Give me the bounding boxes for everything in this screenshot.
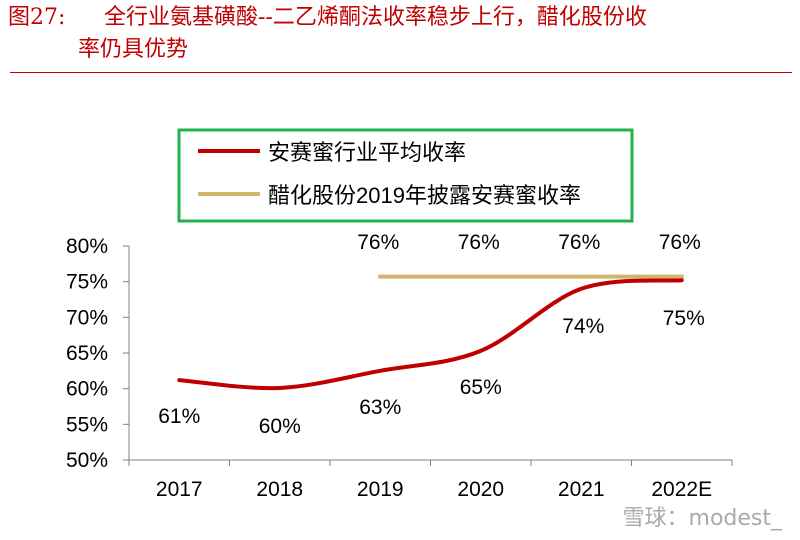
title-rule (10, 72, 792, 73)
y-tick-label: 70% (66, 306, 108, 329)
data-label-industry: 61% (158, 405, 200, 428)
y-tick-label: 75% (66, 271, 108, 294)
figure-title-line2: 率仍具优势 (78, 37, 189, 62)
legend-label-industry: 安赛蜜行业平均收率 (268, 140, 466, 165)
watermark: 雪球：modest_ (622, 506, 782, 531)
data-label-cuhua: 76% (558, 231, 600, 254)
data-label-industry: 74% (562, 315, 604, 338)
x-tick-label: 2019 (357, 478, 404, 501)
x-tick-label: 2020 (457, 478, 504, 501)
figure-title-line1: 图27: 全行业氨基磺酸--二乙烯酮法收率稳步上行，醋化股份收 (8, 2, 792, 34)
x-tick-label: 2017 (156, 478, 203, 501)
figure-title: 图27: 全行业氨基磺酸--二乙烯酮法收率稳步上行，醋化股份收 率仍具优势 (8, 2, 792, 66)
series-line-industry-average (177, 278, 684, 391)
legend-box (177, 128, 634, 223)
data-label-industry: 60% (259, 415, 301, 438)
y-tick-label: 80% (66, 235, 108, 258)
data-label-industry: 65% (460, 376, 502, 399)
data-label-cuhua: 76% (659, 231, 701, 254)
y-tick-label: 50% (66, 449, 108, 472)
figure-label: 图27: (8, 5, 66, 30)
figure-title-text: 全行业氨基磺酸--二乙烯酮法收率稳步上行，醋化股份收 (104, 5, 647, 30)
y-tick-label: 55% (66, 413, 108, 436)
data-label-industry: 75% (663, 307, 705, 330)
data-label-industry: 63% (359, 396, 401, 419)
legend-label-cuhua: 醋化股份2019年披露安赛蜜收率 (268, 183, 581, 208)
x-tick-label: 2018 (256, 478, 303, 501)
data-label-cuhua: 76% (357, 231, 399, 254)
y-tick-label: 65% (66, 342, 108, 365)
y-tick-label: 60% (66, 378, 108, 401)
x-tick-label: 2022E (651, 478, 712, 501)
data-label-cuhua: 76% (458, 231, 500, 254)
x-tick-label: 2021 (558, 478, 605, 501)
